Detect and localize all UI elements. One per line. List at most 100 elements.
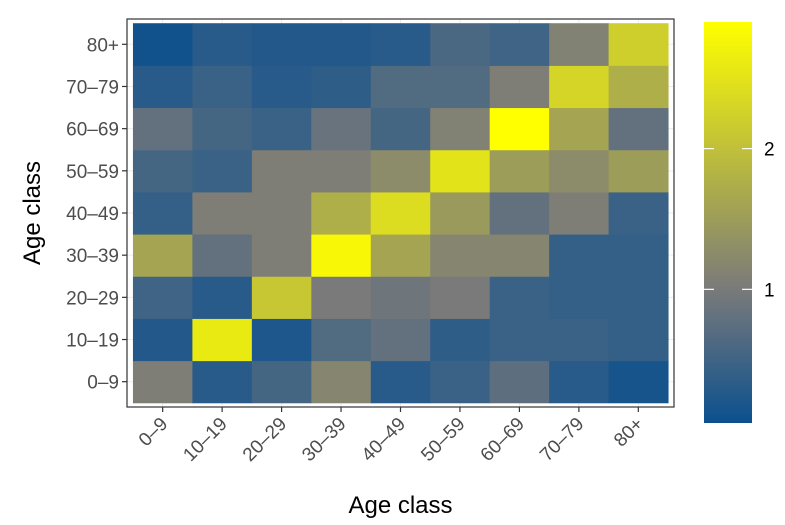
heatmap-cell (430, 23, 491, 66)
heatmap-cell (311, 149, 372, 193)
heatmap-cell (549, 191, 610, 235)
x-tick-label: 30–39 (298, 414, 350, 466)
y-tick-label: 40–49 (66, 204, 119, 225)
heatmap-cell (489, 318, 550, 362)
heatmap-cell (370, 23, 431, 66)
y-axis-ticks: 0–9 10–19 20–29 30–39 40–49 50–59 60–69 70–79 80… (66, 35, 127, 394)
heatmap-cell (608, 65, 669, 109)
heatmap-cell (370, 234, 431, 277)
heatmap-cell (311, 107, 372, 151)
heatmap-cell (311, 191, 372, 235)
heatmap-cell (311, 318, 372, 362)
heatmap-cell (549, 318, 610, 362)
x-tick-label: 50–59 (417, 414, 469, 466)
color-legend: 12 (704, 22, 775, 423)
x-tick-label: 0–9 (135, 414, 172, 451)
y-tick-label: 30–39 (66, 246, 119, 267)
heatmap-cell (251, 360, 312, 404)
y-tick-label: 20–29 (66, 288, 119, 309)
heatmap-cell (370, 276, 431, 319)
y-tick-label: 50–59 (66, 162, 119, 183)
heatmap-cell (608, 318, 669, 362)
heatmap-cell (192, 149, 253, 193)
heatmap-cell (608, 360, 669, 404)
heatmap-cell (132, 149, 193, 193)
heatmap-cell (370, 65, 431, 109)
heatmap-cell (192, 65, 253, 109)
heatmap-cell (251, 276, 312, 319)
heatmap-cell (489, 191, 550, 235)
heatmap-cell (192, 276, 253, 319)
x-tick-label: 10–19 (179, 414, 231, 466)
heatmap-cell (430, 318, 491, 362)
legend-label: 1 (764, 280, 775, 301)
heatmap-cell (132, 107, 193, 151)
heatmap-cell (370, 107, 431, 151)
heatmap-cell (311, 276, 372, 319)
y-axis-title: Age class (19, 161, 46, 265)
heatmap-cell (549, 149, 610, 193)
legend-colorbar (704, 22, 752, 423)
heatmap-cell (251, 318, 312, 362)
heatmap-cell (192, 23, 253, 66)
heatmap-cell (430, 360, 491, 404)
x-tick-label: 70–79 (536, 414, 588, 466)
heatmap-cell (489, 107, 550, 151)
heatmap-cell (489, 276, 550, 319)
y-tick-label: 60–69 (66, 120, 119, 141)
heatmap-cell (370, 318, 431, 362)
heatmap-cell (608, 234, 669, 277)
heatmap-cell (192, 360, 253, 404)
heatmap-cell (430, 65, 491, 109)
heatmap-cell (549, 276, 610, 319)
heatmap-cell (489, 23, 550, 66)
heatmap-cell (132, 234, 193, 277)
heatmap-cell (489, 65, 550, 109)
heatmap-cell (132, 191, 193, 235)
heatmap-cell (192, 191, 253, 235)
heatmap-cell (311, 234, 372, 277)
heatmap-cell (608, 276, 669, 319)
heatmap-cell (430, 276, 491, 319)
x-tick-label: 40–49 (358, 414, 410, 466)
heatmap-cell (549, 65, 610, 109)
heatmap-cell (430, 149, 491, 193)
y-tick-label: 70–79 (66, 77, 119, 98)
heatmap-cell (489, 149, 550, 193)
heatmap-cell (489, 360, 550, 404)
x-axis-ticks: 0–9 10–19 20–29 30–39 40–49 50–59 60–69 70–79 80… (135, 407, 648, 466)
heatmap-cell (192, 107, 253, 151)
heatmap-cell (132, 318, 193, 362)
heatmap-cell (370, 191, 431, 235)
x-tick-label: 20–29 (239, 414, 291, 466)
heatmap-cell (251, 23, 312, 66)
heatmap-cell (608, 149, 669, 193)
heatmap-cell (251, 191, 312, 235)
heatmap-cell (370, 149, 431, 193)
heatmap-cell (132, 65, 193, 109)
heatmap-cell (370, 360, 431, 404)
heatmap-cell (608, 23, 669, 66)
heatmap-cell (311, 65, 372, 109)
heatmap-cell (549, 23, 610, 66)
heatmap-cell (311, 360, 372, 404)
heatmap-cell (430, 107, 491, 151)
heatmap-cell (192, 318, 253, 362)
heatmap-cell (132, 360, 193, 404)
heatmap-cell (549, 107, 610, 151)
x-tick-label: 60–69 (477, 414, 529, 466)
heatmap-cell (251, 107, 312, 151)
y-tick-label: 0–9 (87, 373, 119, 394)
heatmap-cell (608, 191, 669, 235)
x-axis-title: Age class (348, 492, 452, 519)
y-tick-label: 10–19 (66, 331, 119, 352)
heatmap-cell (132, 23, 193, 66)
heatmap-cells (132, 23, 669, 404)
heatmap-cell (251, 65, 312, 109)
heatmap-cell (311, 23, 372, 66)
heatmap-cell (489, 234, 550, 277)
heatmap-cell (192, 234, 253, 277)
heatmap-cell (251, 149, 312, 193)
heatmap-cell (132, 276, 193, 319)
